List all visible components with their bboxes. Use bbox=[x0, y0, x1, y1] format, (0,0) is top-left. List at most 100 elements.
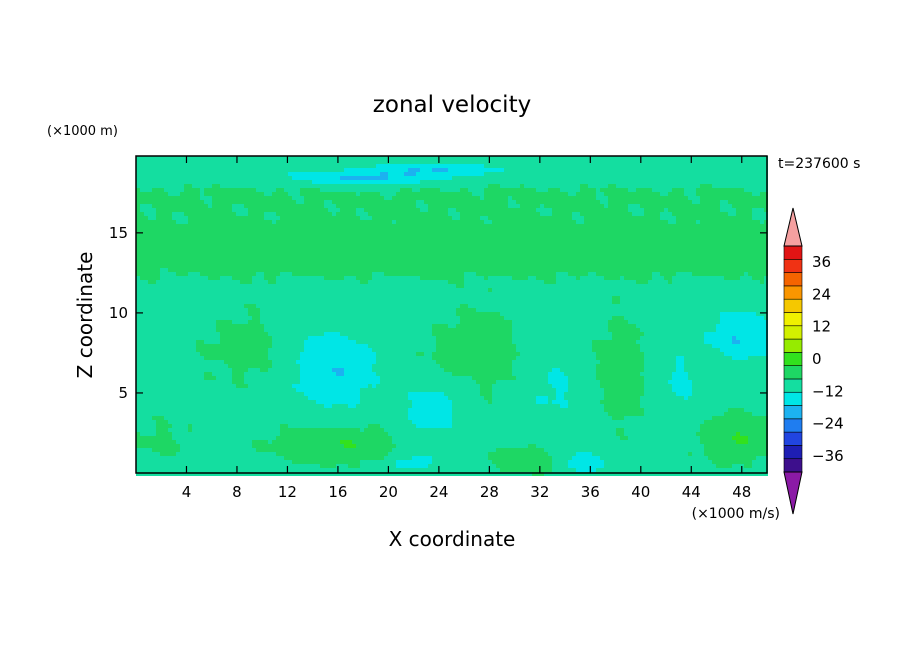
field-cell bbox=[732, 236, 736, 240]
field-cell bbox=[472, 168, 476, 172]
field-cell bbox=[260, 224, 264, 228]
field-cell bbox=[372, 236, 376, 240]
field-cell bbox=[436, 188, 440, 192]
field-cell bbox=[608, 168, 612, 172]
field-cell bbox=[264, 228, 268, 232]
field-cell bbox=[376, 184, 380, 188]
field-cell bbox=[244, 188, 248, 192]
field-cell bbox=[656, 228, 660, 232]
field-cell bbox=[500, 196, 504, 200]
field-cell bbox=[280, 244, 284, 248]
field-cell bbox=[744, 204, 748, 208]
field-cell bbox=[496, 256, 500, 260]
field-cell bbox=[316, 188, 320, 192]
field-cell bbox=[220, 180, 224, 184]
field-cell bbox=[568, 256, 572, 260]
field-cell bbox=[468, 252, 472, 256]
field-cell bbox=[336, 168, 340, 172]
field-cell bbox=[508, 248, 512, 252]
field-cell bbox=[548, 188, 552, 192]
field-cell bbox=[304, 180, 308, 184]
field-cell bbox=[196, 208, 200, 212]
field-cell bbox=[392, 232, 396, 236]
field-cell bbox=[396, 280, 400, 284]
field-cell bbox=[248, 184, 252, 188]
field-cell bbox=[364, 200, 368, 204]
field-cell bbox=[456, 180, 460, 184]
field-cell bbox=[204, 184, 208, 188]
field-cell bbox=[196, 172, 200, 176]
field-cell bbox=[260, 204, 264, 208]
field-cell bbox=[648, 200, 652, 204]
field-cell bbox=[668, 208, 672, 212]
field-cell bbox=[436, 180, 440, 184]
field-cell bbox=[712, 264, 716, 268]
field-cell bbox=[428, 260, 432, 264]
field-cell bbox=[704, 172, 708, 176]
field-cell bbox=[324, 208, 328, 212]
field-cell bbox=[748, 228, 752, 232]
field-cell bbox=[436, 236, 440, 240]
field-cell bbox=[652, 216, 656, 220]
field-cell bbox=[236, 164, 240, 168]
field-cell bbox=[700, 208, 704, 212]
field-cell bbox=[472, 172, 476, 176]
field-cell bbox=[364, 240, 368, 244]
field-cell bbox=[232, 224, 236, 228]
field-cell bbox=[452, 220, 456, 224]
field-cell bbox=[444, 260, 448, 264]
field-cell bbox=[628, 228, 632, 232]
field-cell bbox=[680, 208, 684, 212]
field-cell bbox=[320, 176, 324, 180]
field-cell bbox=[180, 196, 184, 200]
field-cell bbox=[336, 212, 340, 216]
field-cell bbox=[220, 252, 224, 256]
field-cell bbox=[756, 244, 760, 248]
field-cell bbox=[156, 276, 160, 280]
field-cell bbox=[684, 272, 688, 276]
field-cell bbox=[704, 244, 708, 248]
field-cell bbox=[664, 224, 668, 228]
field-cell bbox=[324, 272, 328, 276]
field-cell bbox=[608, 252, 612, 256]
field-cell bbox=[564, 200, 568, 204]
field-cell bbox=[292, 248, 296, 252]
field-cell bbox=[560, 244, 564, 248]
field-cell bbox=[576, 196, 580, 200]
field-cell bbox=[552, 184, 556, 188]
field-cell bbox=[276, 216, 280, 220]
field-cell bbox=[740, 164, 744, 168]
field-cell bbox=[204, 172, 208, 176]
field-cell bbox=[224, 252, 228, 256]
field-cell bbox=[540, 228, 544, 232]
field-cell bbox=[536, 216, 540, 220]
field-cell bbox=[568, 264, 572, 268]
field-cell bbox=[336, 232, 340, 236]
field-cell bbox=[268, 256, 272, 260]
field-cell bbox=[212, 276, 216, 280]
field-cell bbox=[412, 224, 416, 228]
field-cell bbox=[136, 156, 140, 160]
field-cell bbox=[380, 184, 384, 188]
field-cell bbox=[584, 208, 588, 212]
field-cell bbox=[196, 252, 200, 256]
field-cell bbox=[628, 232, 632, 236]
field-cell bbox=[420, 160, 424, 164]
field-cell bbox=[724, 160, 728, 164]
field-cell bbox=[728, 204, 732, 208]
field-cell bbox=[648, 184, 652, 188]
field-cell bbox=[160, 180, 164, 184]
field-cell bbox=[248, 208, 252, 212]
field-cell bbox=[740, 188, 744, 192]
field-cell bbox=[388, 200, 392, 204]
field-cell bbox=[164, 252, 168, 256]
field-cell bbox=[180, 244, 184, 248]
field-cell bbox=[284, 212, 288, 216]
field-cell bbox=[600, 244, 604, 248]
field-cell bbox=[724, 272, 728, 276]
field-cell bbox=[660, 264, 664, 268]
field-cell bbox=[340, 252, 344, 256]
field-cell bbox=[344, 256, 348, 260]
field-cell bbox=[176, 176, 180, 180]
field-cell bbox=[148, 204, 152, 208]
